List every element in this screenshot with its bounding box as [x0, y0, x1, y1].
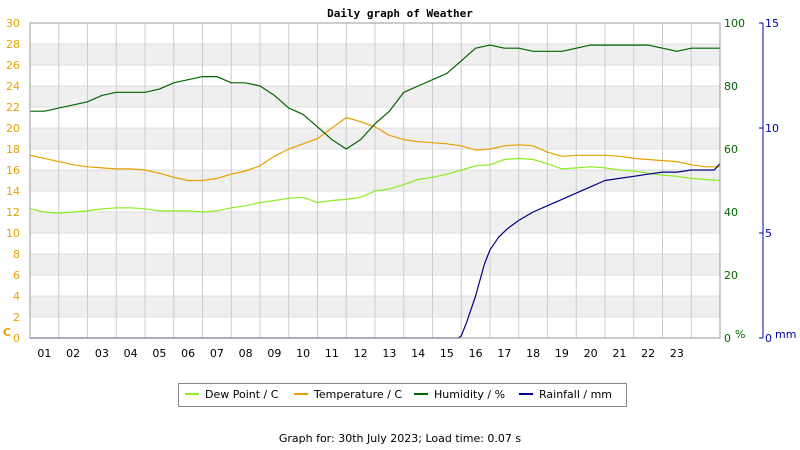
chart-title: Daily graph of Weather	[327, 7, 473, 20]
x-tick-label: 13	[382, 347, 396, 360]
left-axis-tick: 30	[6, 17, 20, 30]
legend-item-dew-point: Dew Point / C	[185, 388, 278, 402]
left-axis-tick: 14	[6, 185, 20, 198]
left-axis-tick: 20	[6, 122, 20, 135]
legend-item-rainfall: Rainfall / mm	[519, 388, 612, 402]
x-tick-label: 12	[354, 347, 368, 360]
left-axis-tick: 18	[6, 143, 20, 156]
legend-label-humidity: Humidity / %	[434, 388, 506, 401]
left-axis-tick: 0	[13, 332, 20, 345]
rainfall-line	[30, 163, 721, 339]
legend-swatch-temperature	[294, 393, 308, 395]
x-tick-label: 15	[440, 347, 454, 360]
x-tick-label: 10	[296, 347, 310, 360]
x-tick-label: 20	[584, 347, 598, 360]
x-tick-label: 21	[612, 347, 626, 360]
left-axis-tick: 22	[6, 101, 20, 114]
legend-item-temperature: Temperature / C	[294, 388, 402, 402]
left-axis-unit: C	[3, 326, 11, 339]
left-axis-tick: 10	[6, 227, 20, 240]
legend-swatch-humidity	[414, 393, 428, 395]
left-axis-tick: 4	[13, 290, 20, 303]
x-tick-label: 02	[66, 347, 80, 360]
left-axis-tick: 8	[13, 248, 20, 261]
humidity-axis-tick: 80	[724, 80, 738, 93]
legend-label-rainfall: Rainfall / mm	[539, 388, 613, 401]
x-tick-label: 03	[95, 347, 109, 360]
left-axis-tick: 6	[13, 269, 20, 282]
humidity-axis-unit: %	[735, 328, 745, 341]
left-axis-tick: 28	[6, 38, 20, 51]
humidity-axis-tick: 60	[724, 143, 738, 156]
x-tick-label: 06	[181, 347, 195, 360]
rain-axis-tick: 5	[765, 227, 772, 240]
dew-point-line	[29, 157, 721, 214]
x-tick-label: 18	[526, 347, 540, 360]
humidity-axis-tick: 100	[724, 17, 745, 30]
legend-label-dew-point: Dew Point / C	[205, 388, 279, 401]
temperature-line	[29, 116, 720, 182]
humidity-axis-tick: 40	[724, 206, 738, 219]
footer-status: Graph for: 30th July 2023; Load time: 0.…	[278, 432, 522, 445]
rain-axis-unit: mm	[775, 328, 796, 341]
legend-item-humidity: Humidity / %	[414, 388, 505, 402]
left-axis-tick: 12	[6, 206, 20, 219]
x-tick-label: 01	[37, 347, 51, 360]
rain-axis-tick: 15	[765, 17, 779, 30]
rain-axis-tick: 0	[765, 332, 772, 345]
legend-label-temperature: Temperature / C	[314, 388, 403, 401]
x-tick-label: 19	[555, 347, 569, 360]
x-tick-label: 05	[152, 347, 166, 360]
rain-axis-tick: 10	[765, 122, 779, 135]
weather-chart: Daily graph of Weather 01 02 03 04 05 06 07 08 0…	[3, 7, 796, 360]
x-tick-label: 08	[239, 347, 253, 360]
legend: Dew Point / C Temperature / C Humidity /…	[178, 383, 627, 407]
left-axis-tick: 2	[13, 311, 20, 324]
humidity-axis-tick: 0	[724, 332, 731, 345]
plot-frame	[29, 22, 721, 339]
left-axis-tick: 24	[6, 80, 20, 93]
x-tick-label: 07	[210, 347, 224, 360]
legend-swatch-dew-point	[185, 393, 199, 395]
x-tick-label: 09	[267, 347, 281, 360]
x-tick-label: 11	[325, 347, 339, 360]
left-axis-tick: 16	[6, 164, 20, 177]
x-tick-label: 04	[124, 347, 138, 360]
left-axis-tick: 26	[6, 59, 20, 72]
humidity-line	[30, 44, 720, 150]
x-tick-label: 17	[497, 347, 511, 360]
humidity-axis-tick: 20	[724, 269, 738, 282]
x-tick-label: 16	[469, 347, 483, 360]
x-tick-label: 22	[641, 347, 655, 360]
x-tick-label: 14	[411, 347, 425, 360]
legend-swatch-rainfall	[519, 393, 533, 395]
x-tick-label: 23	[670, 347, 684, 360]
